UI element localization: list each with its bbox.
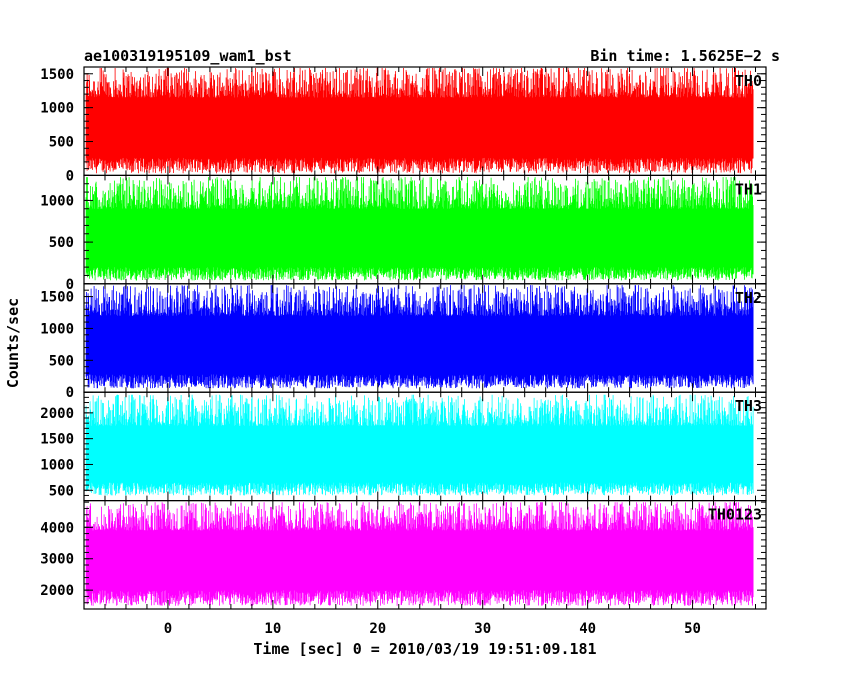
y-tick-label: 1500 [40, 67, 74, 83]
panel-th0: 0 500 1000 1500 TH0 [40, 66, 767, 184]
x-tick-label: 20 [369, 621, 386, 637]
y-tick-label: 500 [49, 353, 74, 369]
panel-th0123: 2000 3000 4000 TH0123 [40, 500, 767, 610]
panel-label: TH2 [735, 289, 762, 307]
y-tick-label: 3000 [40, 552, 74, 568]
panel-th2: 0 500 1000 1500 TH2 [40, 283, 767, 401]
panel-label: TH3 [735, 397, 762, 415]
y-tick-label: 2000 [40, 406, 74, 422]
bin-time-label: Bin time: 1.5625E−2 s [590, 47, 780, 65]
series-band-th1 [86, 211, 754, 268]
y-tick-label: 1000 [40, 457, 74, 473]
panel-label: TH0 [735, 72, 762, 90]
y-tick-label: 500 [49, 483, 74, 499]
series-band-th3 [86, 428, 754, 483]
x-tick-label: 40 [579, 621, 596, 637]
y-tick-label: 0 [66, 168, 74, 184]
y-axis-label: Counts/sec [4, 298, 22, 388]
x-tick-label: 30 [474, 621, 491, 637]
y-tick-label: 1000 [40, 193, 74, 209]
y-tick-label: 1000 [40, 321, 74, 337]
y-tick-label: 500 [49, 235, 74, 251]
x-tick-label: 50 [684, 621, 701, 637]
y-tick-label: 1500 [40, 432, 74, 448]
panel-th1: 0 500 1000 TH1 [40, 174, 767, 293]
panel-label: TH0123 [708, 506, 762, 524]
y-tick-label: 0 [66, 277, 74, 293]
y-tick-label: 0 [66, 385, 74, 401]
panel-th3: 500 1000 1500 2000 TH3 [40, 391, 767, 502]
y-tick-label: 500 [49, 135, 74, 151]
y-tick-label: 4000 [40, 520, 74, 536]
x-tick-label: 10 [264, 621, 281, 637]
y-tick-label: 1500 [40, 290, 74, 306]
x-tick-label: 0 [164, 621, 172, 637]
chart-title: ae100319195109_wam1_bst [84, 47, 292, 65]
y-tick-label: 2000 [40, 583, 74, 599]
panel-label: TH1 [735, 180, 762, 198]
y-tick-label: 1000 [40, 101, 74, 117]
series-band-th0123 [86, 532, 754, 591]
series-band-th0 [86, 100, 754, 158]
series-band-th2 [86, 318, 754, 375]
panel-frame [83, 500, 767, 610]
x-axis-label: Time [sec] 0 = 2010/03/19 19:51:09.181 [253, 640, 596, 658]
